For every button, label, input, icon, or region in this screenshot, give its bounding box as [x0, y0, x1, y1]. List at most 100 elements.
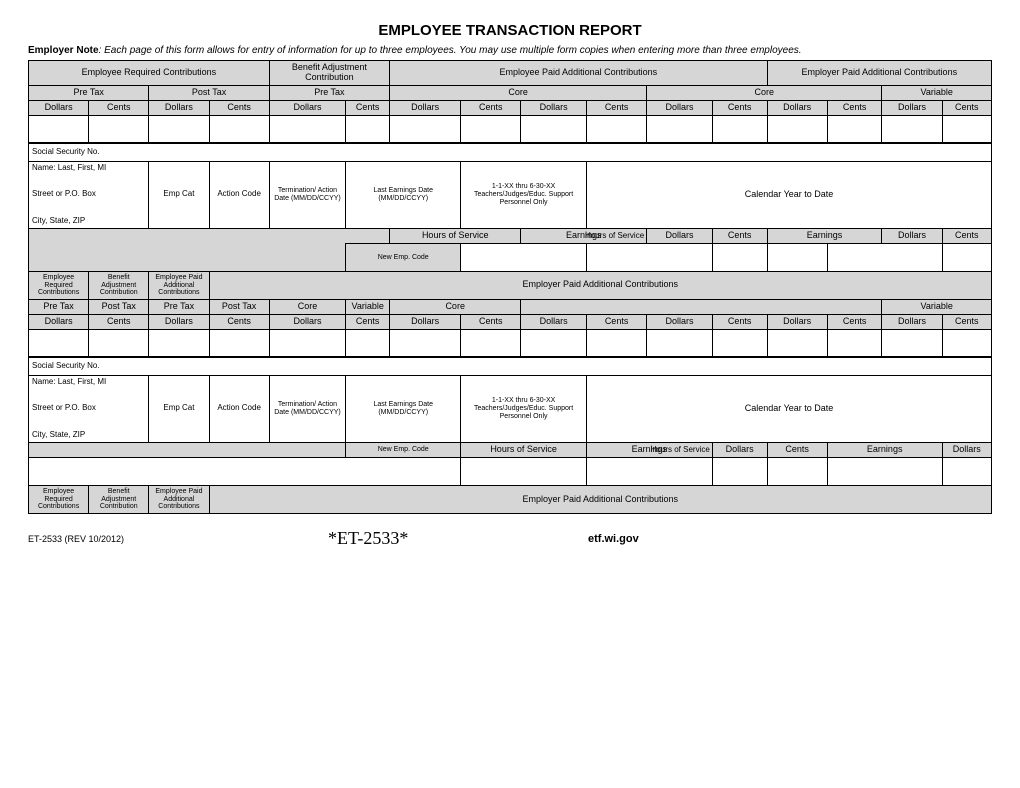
entry-cell[interactable] — [346, 115, 390, 143]
hdr-variable1: Variable — [882, 85, 992, 100]
hos-label: Hours of Service — [461, 443, 587, 458]
pretax-col: Pre Tax — [29, 299, 89, 314]
filler — [521, 299, 882, 314]
col-d: Dollars — [942, 443, 991, 458]
col-d: Dollars — [269, 100, 346, 115]
entry-cell[interactable] — [647, 329, 713, 357]
entry-cell[interactable] — [712, 329, 767, 357]
entry-cell[interactable] — [712, 243, 767, 271]
hdr-pretax2: Pre Tax — [269, 85, 389, 100]
erpac-col: Employer Paid Additional Contributions — [209, 271, 991, 299]
ssn-label[interactable]: Social Security No. — [29, 143, 992, 161]
hdr-erc: Employee Required Contributions — [29, 61, 270, 86]
col-d: Dollars — [767, 100, 827, 115]
entry-cell[interactable] — [209, 115, 269, 143]
earn-label2: Earnings — [767, 228, 882, 243]
entry-cell[interactable] — [827, 243, 942, 271]
actcode-label[interactable]: Action Code — [209, 161, 269, 228]
core-col: Core — [390, 299, 521, 314]
transaction-table: Employee Required Contributions Benefit … — [28, 60, 992, 514]
entry-cell[interactable] — [346, 329, 390, 357]
term-label[interactable]: Termination/ Action Date (MM/DD/CCYY) — [269, 161, 346, 228]
empcat-label[interactable]: Emp Cat — [149, 161, 209, 228]
entry-cell[interactable] — [942, 329, 991, 357]
entry-cell[interactable] — [767, 457, 827, 485]
note-heading: Employer Note — [28, 45, 99, 56]
entry-cell[interactable] — [461, 243, 587, 271]
entry-cell[interactable] — [29, 329, 89, 357]
entry-cell[interactable] — [767, 243, 827, 271]
entry-cell[interactable] — [29, 115, 89, 143]
entry-cell[interactable] — [827, 329, 882, 357]
city-label: City, State, ZIP — [32, 431, 145, 440]
lastearn-label[interactable]: Last Earnings Date (MM/DD/CCYY) — [346, 161, 461, 228]
address-block[interactable]: Name: Last, First, MI Street or P.O. Box… — [29, 161, 149, 228]
entry-cell[interactable] — [882, 115, 942, 143]
entry-cell[interactable] — [586, 329, 646, 357]
col-c: Cents — [827, 100, 882, 115]
entry-cell[interactable] — [767, 329, 827, 357]
filler — [29, 243, 346, 271]
epac-col: Employee Paid Additional Contributions — [149, 485, 209, 513]
pretax-col: Pre Tax — [149, 299, 209, 314]
col-d: Dollars — [647, 228, 713, 243]
entry-cell[interactable] — [209, 329, 269, 357]
entry-cell[interactable] — [767, 115, 827, 143]
hdr-bac: Benefit Adjustment Contribution — [269, 61, 389, 86]
col-c: Cents — [89, 100, 149, 115]
entry-cell[interactable] — [586, 457, 712, 485]
city-label: City, State, ZIP — [32, 217, 145, 226]
lastearn-label[interactable]: Last Earnings Date (MM/DD/CCYY) — [346, 375, 461, 442]
erpac-col: Employer Paid Additional Contributions — [209, 485, 991, 513]
address-block[interactable]: Name: Last, First, MI Street or P.O. Box… — [29, 375, 149, 442]
entry-cell[interactable] — [586, 243, 712, 271]
entry-cell[interactable] — [827, 457, 942, 485]
ssn-label[interactable]: Social Security No. — [29, 357, 992, 375]
col-c: Cents — [209, 314, 269, 329]
entry-cell[interactable] — [390, 115, 461, 143]
col-c: Cents — [827, 314, 882, 329]
col-c: Cents — [712, 314, 767, 329]
erc-col: Employee Required Contributions — [29, 271, 89, 299]
entry-cell[interactable] — [89, 329, 149, 357]
filler — [29, 443, 346, 458]
col-d: Dollars — [269, 314, 346, 329]
entry-cell[interactable] — [942, 115, 991, 143]
entry-cell[interactable] — [461, 115, 521, 143]
cal-label: Calendar Year to Date — [586, 161, 991, 228]
hdr-posttax1: Post Tax — [149, 85, 269, 100]
entry-cell[interactable] — [461, 329, 521, 357]
entry-cell[interactable] — [521, 329, 587, 357]
col-c: Cents — [89, 314, 149, 329]
entry-cell[interactable] — [149, 115, 209, 143]
core-col: Core — [269, 299, 346, 314]
epac-col: Employee Paid Additional Contributions — [149, 271, 209, 299]
entry-cell[interactable] — [269, 115, 346, 143]
posttax-col: Post Tax — [89, 299, 149, 314]
entry-cell[interactable] — [461, 457, 587, 485]
entry-cell[interactable] — [149, 329, 209, 357]
entry-cell[interactable] — [712, 457, 767, 485]
term-label[interactable]: Termination/ Action Date (MM/DD/CCYY) — [269, 375, 346, 442]
entry-cell[interactable] — [89, 115, 149, 143]
entry-cell[interactable] — [269, 329, 346, 357]
newemp-label[interactable]: New Emp. Code — [346, 243, 461, 271]
col-c: Cents — [461, 100, 521, 115]
form-code: *ET-2533* — [328, 528, 588, 549]
col-c: Cents — [942, 100, 991, 115]
entry-cell[interactable] — [521, 115, 587, 143]
entry-cell[interactable] — [586, 115, 646, 143]
entry-cell[interactable] — [712, 115, 767, 143]
entry-cell[interactable] — [942, 243, 991, 271]
empcat-label[interactable]: Emp Cat — [149, 375, 209, 442]
entry-cell[interactable] — [29, 457, 461, 485]
actcode-label[interactable]: Action Code — [209, 375, 269, 442]
newemp-label[interactable]: New Emp. Code — [346, 443, 461, 458]
entry-cell[interactable] — [390, 329, 461, 357]
entry-cell[interactable] — [942, 457, 991, 485]
entry-cell[interactable] — [647, 115, 713, 143]
col-d: Dollars — [712, 443, 767, 458]
entry-cell[interactable] — [882, 329, 942, 357]
col-c: Cents — [767, 443, 827, 458]
entry-cell[interactable] — [827, 115, 882, 143]
